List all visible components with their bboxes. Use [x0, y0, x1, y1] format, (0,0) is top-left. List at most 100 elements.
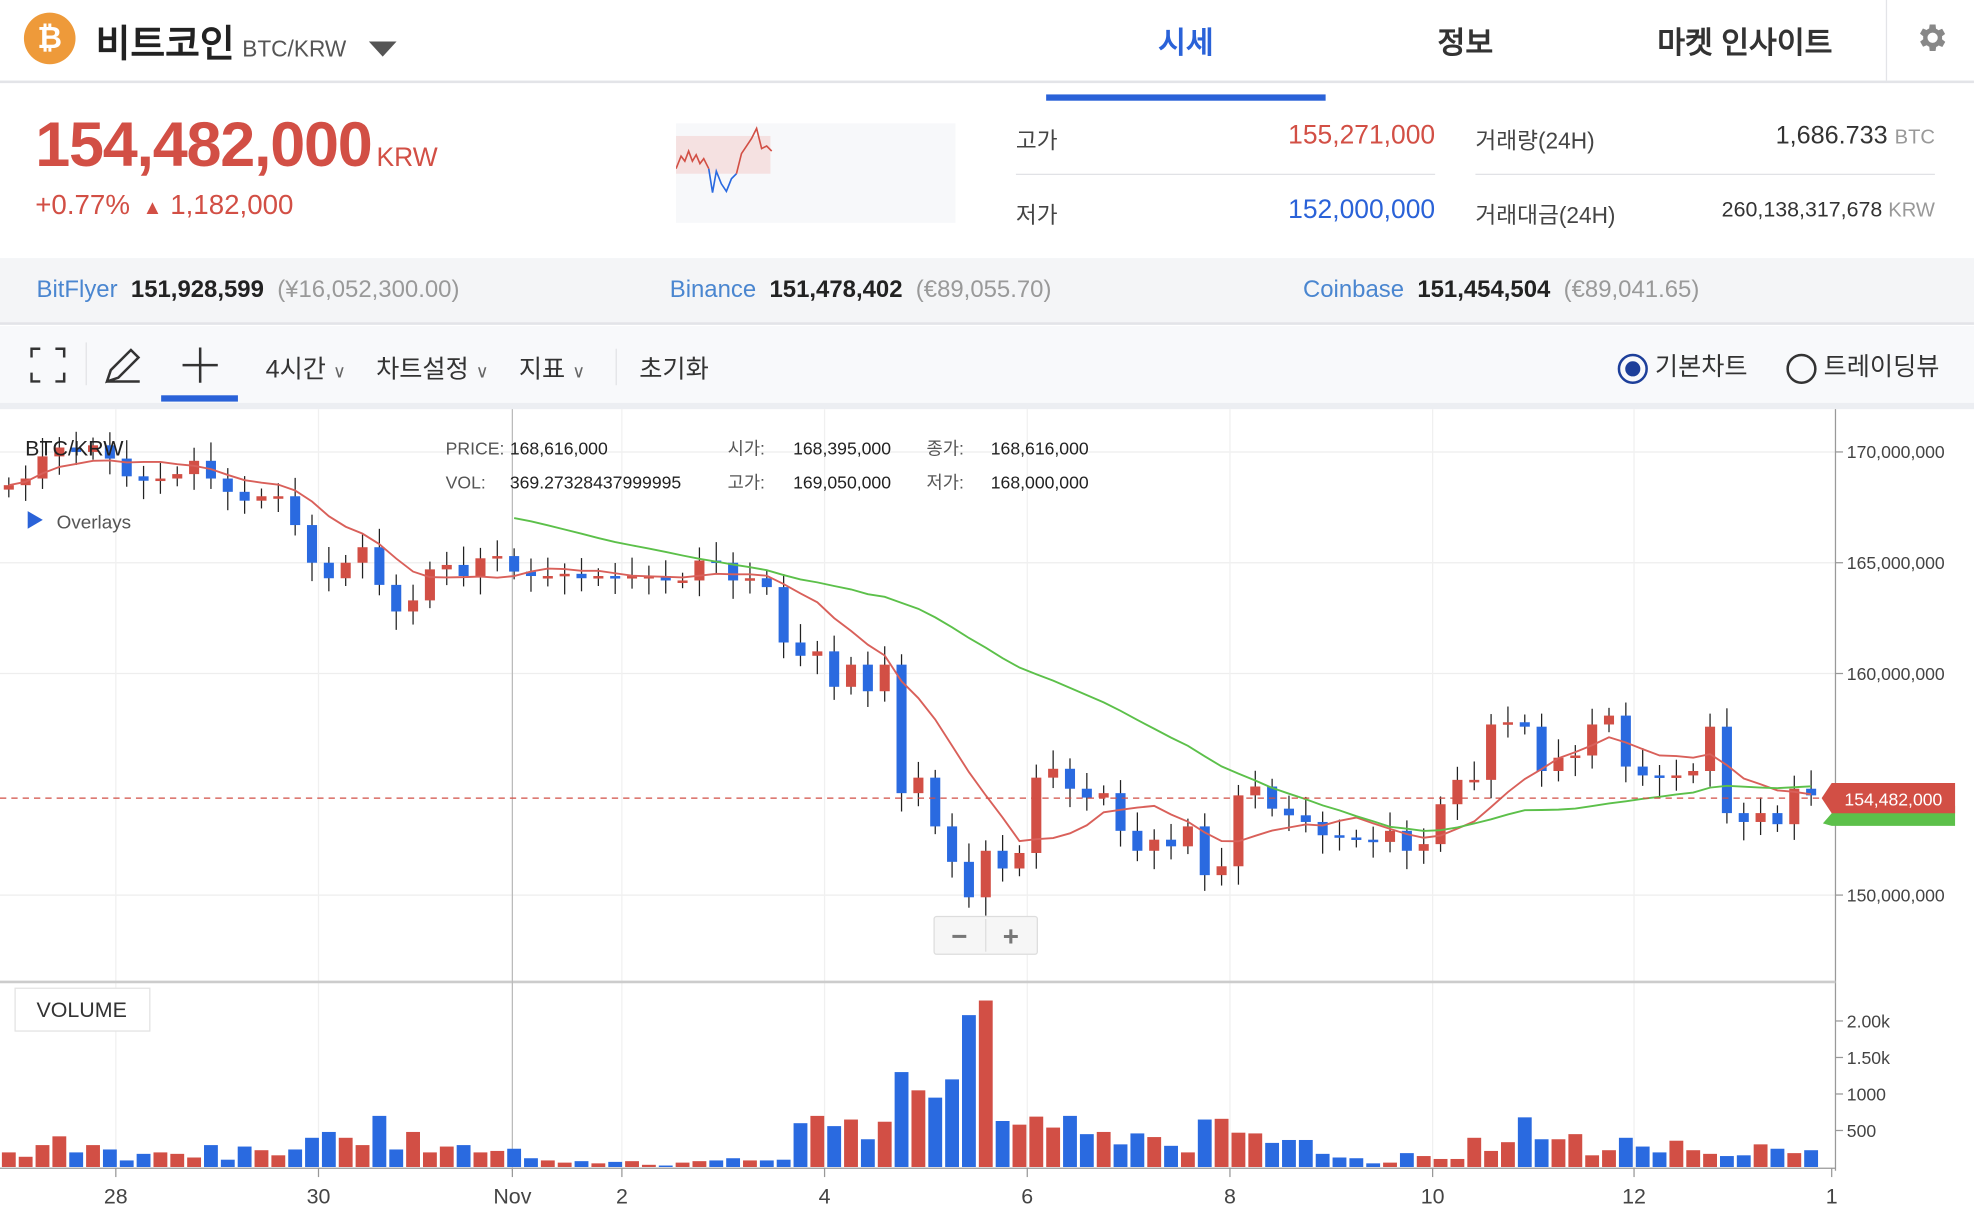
candle-body [1351, 837, 1362, 840]
candle [1536, 713, 1547, 787]
radio-tradingview[interactable]: 트레이딩뷰 [1786, 346, 1939, 384]
candle-body [1048, 768, 1059, 778]
candle-body [542, 576, 553, 579]
tooltip-close: 168,616,000 [991, 438, 1089, 458]
volume-bar [1214, 1118, 1229, 1168]
candle-body [1250, 786, 1261, 796]
candle [1233, 784, 1244, 885]
candle [3, 477, 14, 498]
candle-body [509, 556, 520, 572]
exchange-price: 151,454,504 [1417, 276, 1551, 304]
candle [408, 584, 419, 625]
change-amount: ▲ 1,182,000 [143, 189, 294, 222]
play-triangle-icon[interactable] [27, 511, 43, 529]
candle [627, 557, 638, 589]
candle [1654, 765, 1665, 797]
candle-body [104, 445, 115, 459]
candle-body [1300, 815, 1311, 822]
crosshair-button[interactable] [161, 326, 238, 403]
tab-label: 시세 [1158, 26, 1214, 61]
candle-body [340, 562, 351, 579]
zoom-in-button[interactable]: + [1003, 920, 1019, 951]
volume-bar [1197, 1119, 1212, 1168]
x-tick-label: 8 [1224, 1185, 1236, 1209]
overlays-toggle[interactable]: Overlays [57, 513, 131, 534]
tab-info[interactable]: 정보 [1437, 26, 1494, 61]
candle-body [1081, 788, 1092, 798]
tooltip-open-label: 시가: [728, 438, 765, 458]
candle-body [1199, 826, 1210, 876]
candle-body [930, 777, 941, 827]
volume-bar [1703, 1153, 1717, 1168]
price-summary: 154,482,000 KRW +0.77% ▲ 1,182,000 고가 15… [0, 83, 1974, 258]
chart-settings-dropdown[interactable]: 차트설정 ∨ [376, 349, 489, 386]
candle [1553, 739, 1564, 782]
tooltip-vol-label: VOL: [446, 472, 486, 492]
exchange-coinbase[interactable]: Coinbase 151,454,504 (€89,041.65) [1303, 277, 1699, 305]
turnover-label: 거래대금(24H) [1475, 202, 1616, 228]
candle-body [1283, 808, 1294, 816]
candle [492, 540, 503, 572]
volume-bar [1686, 1150, 1701, 1168]
exchange-bitflyer[interactable]: BitFlyer 151,928,599 (¥16,052,300.00) [37, 277, 460, 305]
candle-body [677, 580, 688, 583]
volume-bar [1736, 1155, 1751, 1168]
candle [172, 466, 183, 487]
indicators-dropdown[interactable]: 지표 ∨ [519, 349, 585, 386]
volume-bar [1585, 1155, 1600, 1168]
volume-bar [1248, 1133, 1263, 1168]
volume-bar [1029, 1116, 1044, 1168]
candle [239, 476, 250, 514]
candle-body [1435, 804, 1446, 845]
volume-bar [911, 1090, 926, 1168]
candle-body [1317, 821, 1328, 836]
fullscreen-icon[interactable] [30, 347, 66, 383]
radio-basic-chart[interactable]: 기본차트 [1617, 346, 1748, 384]
volume-bar [625, 1161, 639, 1168]
exchange-binance[interactable]: Binance 151,478,402 (€89,055.70) [670, 277, 1052, 305]
coin-dropdown-icon[interactable] [368, 41, 397, 57]
volume-bar [1669, 1140, 1684, 1168]
candle-body [1115, 793, 1126, 831]
candle [1300, 796, 1311, 833]
candle [862, 651, 873, 707]
candle-body [1553, 757, 1564, 772]
volume-bar [810, 1115, 825, 1168]
y-tick-label: 150,000,000 [1847, 885, 1945, 905]
volume-bar [355, 1145, 370, 1168]
candle [1587, 708, 1598, 769]
candle [1671, 759, 1682, 791]
zoom-out-button[interactable]: − [951, 920, 967, 951]
candle [947, 813, 958, 878]
volume-bar [204, 1145, 218, 1168]
volume-bar [18, 1156, 33, 1168]
candle-body [896, 664, 907, 794]
chart-settings-label: 차트설정 [376, 356, 469, 384]
exchange-name: BitFlyer [36, 276, 118, 304]
gear-icon[interactable] [1914, 20, 1949, 55]
pencil-icon[interactable] [103, 345, 143, 385]
candle [441, 551, 452, 586]
candle-body [1064, 768, 1076, 789]
candle [812, 640, 823, 675]
reset-button[interactable]: 초기화 [615, 348, 709, 386]
volume-bar [1568, 1134, 1583, 1168]
volume-bar [372, 1115, 387, 1168]
change-amount-value: 1,182,000 [170, 188, 294, 221]
candle-body [3, 485, 14, 490]
tab-market-insight[interactable]: 마켓 인사이트 [1657, 26, 1833, 61]
interval-dropdown[interactable]: 4시간 ∨ [266, 349, 346, 386]
volume-bar [1315, 1153, 1330, 1168]
candle-body [37, 456, 48, 479]
candle-body [1486, 724, 1497, 780]
x-tick-label: 6 [1021, 1185, 1033, 1209]
volume-bar [170, 1153, 185, 1168]
candle [1199, 813, 1210, 891]
tab-price[interactable]: 시세 [1046, 18, 1326, 101]
volume-bar [776, 1159, 791, 1168]
candle-body [1721, 726, 1732, 814]
candle-body [1654, 775, 1665, 778]
volume-bar [86, 1145, 100, 1168]
volume-bar [1467, 1137, 1482, 1168]
